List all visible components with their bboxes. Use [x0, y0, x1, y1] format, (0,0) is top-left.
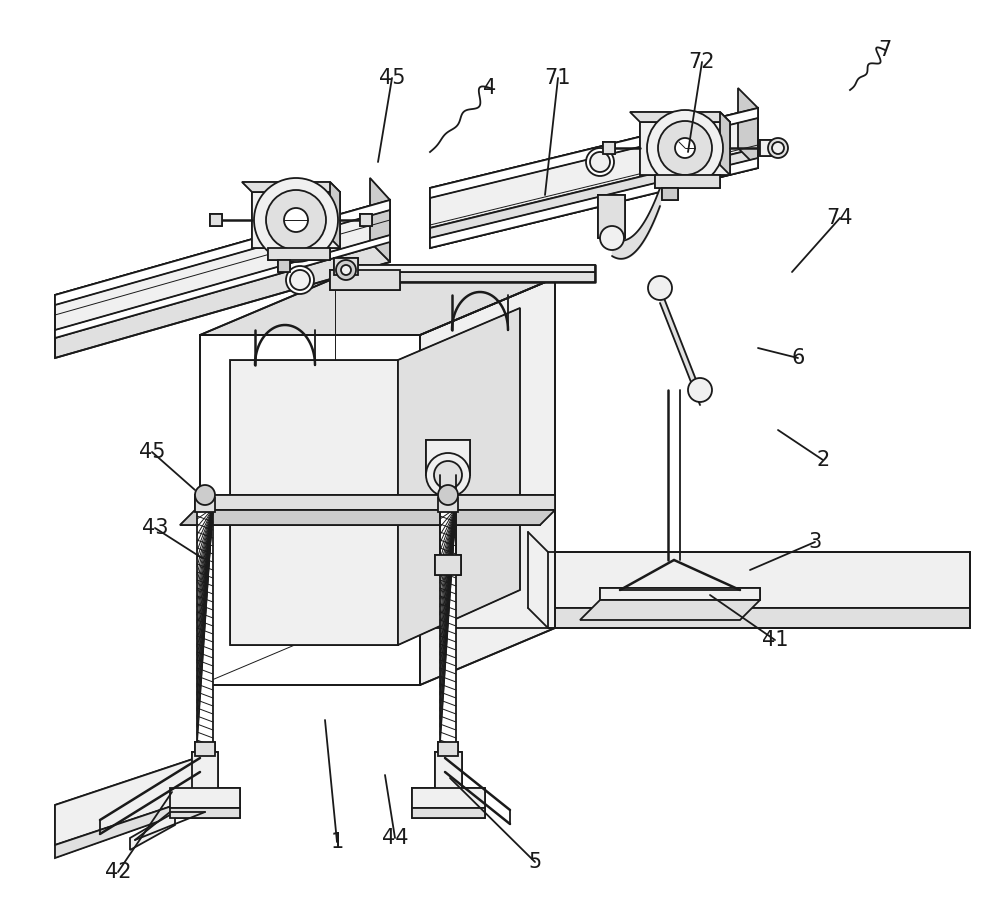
Polygon shape	[55, 235, 390, 338]
Text: 74: 74	[827, 208, 853, 228]
Polygon shape	[340, 265, 595, 272]
Polygon shape	[370, 178, 390, 262]
Polygon shape	[580, 600, 760, 620]
Circle shape	[195, 485, 215, 505]
Polygon shape	[55, 242, 390, 358]
Polygon shape	[662, 188, 678, 200]
Circle shape	[336, 260, 356, 280]
Polygon shape	[398, 308, 520, 645]
Polygon shape	[528, 532, 548, 628]
Polygon shape	[655, 175, 720, 188]
Polygon shape	[195, 498, 215, 512]
Polygon shape	[430, 158, 758, 248]
Text: 7: 7	[878, 40, 892, 60]
Polygon shape	[170, 808, 240, 818]
Polygon shape	[435, 752, 462, 790]
Polygon shape	[200, 335, 420, 685]
Polygon shape	[430, 108, 758, 228]
Circle shape	[586, 148, 614, 176]
Polygon shape	[170, 788, 240, 808]
Circle shape	[286, 266, 314, 294]
Text: 45: 45	[139, 442, 165, 462]
Text: 72: 72	[689, 52, 715, 72]
Polygon shape	[195, 495, 555, 510]
Polygon shape	[55, 795, 205, 858]
Text: 71: 71	[545, 68, 571, 88]
Circle shape	[266, 190, 326, 250]
Text: 5: 5	[528, 852, 542, 872]
Polygon shape	[600, 588, 760, 600]
Polygon shape	[430, 108, 758, 198]
Polygon shape	[268, 248, 330, 260]
Polygon shape	[440, 508, 456, 748]
Polygon shape	[180, 510, 555, 525]
Polygon shape	[330, 182, 340, 248]
Text: 43: 43	[142, 518, 168, 538]
Circle shape	[647, 110, 723, 186]
Polygon shape	[242, 182, 340, 192]
Circle shape	[434, 461, 462, 489]
Polygon shape	[548, 552, 970, 608]
Polygon shape	[438, 498, 458, 512]
Polygon shape	[55, 755, 205, 845]
Circle shape	[688, 378, 712, 402]
Polygon shape	[210, 214, 222, 226]
Circle shape	[648, 276, 672, 300]
Text: 42: 42	[105, 862, 131, 882]
Polygon shape	[330, 270, 400, 290]
Polygon shape	[598, 195, 625, 238]
Polygon shape	[55, 200, 390, 305]
Text: 41: 41	[762, 630, 788, 650]
Polygon shape	[360, 214, 372, 226]
Polygon shape	[412, 788, 485, 808]
Polygon shape	[420, 278, 555, 685]
Polygon shape	[435, 555, 461, 575]
Circle shape	[658, 121, 712, 175]
Text: 1: 1	[330, 832, 344, 852]
Polygon shape	[334, 258, 358, 275]
Text: 45: 45	[379, 68, 405, 88]
Circle shape	[341, 265, 351, 275]
Polygon shape	[130, 812, 175, 850]
Circle shape	[254, 178, 338, 262]
Polygon shape	[230, 360, 398, 645]
Polygon shape	[55, 200, 390, 338]
Polygon shape	[603, 142, 615, 154]
Circle shape	[284, 208, 308, 232]
Text: 4: 4	[483, 78, 497, 98]
Circle shape	[772, 142, 784, 154]
Polygon shape	[252, 192, 340, 248]
Polygon shape	[738, 88, 758, 168]
Polygon shape	[192, 752, 218, 790]
Polygon shape	[338, 258, 355, 290]
Text: 6: 6	[791, 348, 805, 368]
Polygon shape	[548, 608, 970, 628]
Text: 44: 44	[382, 828, 408, 848]
Polygon shape	[430, 148, 758, 248]
Polygon shape	[340, 272, 595, 282]
Polygon shape	[640, 122, 730, 175]
Polygon shape	[426, 440, 470, 475]
Polygon shape	[197, 508, 213, 748]
Circle shape	[675, 138, 695, 158]
Polygon shape	[720, 112, 730, 175]
Circle shape	[426, 453, 470, 497]
Circle shape	[768, 138, 788, 158]
Polygon shape	[278, 260, 290, 272]
Polygon shape	[630, 112, 730, 122]
Polygon shape	[412, 808, 485, 818]
Circle shape	[590, 152, 610, 172]
Polygon shape	[195, 742, 215, 756]
Text: 2: 2	[816, 450, 830, 470]
Circle shape	[290, 270, 310, 290]
Circle shape	[438, 485, 458, 505]
Polygon shape	[438, 742, 458, 756]
Polygon shape	[200, 278, 555, 335]
Polygon shape	[760, 140, 778, 156]
Text: 3: 3	[808, 532, 822, 552]
Circle shape	[600, 226, 624, 250]
